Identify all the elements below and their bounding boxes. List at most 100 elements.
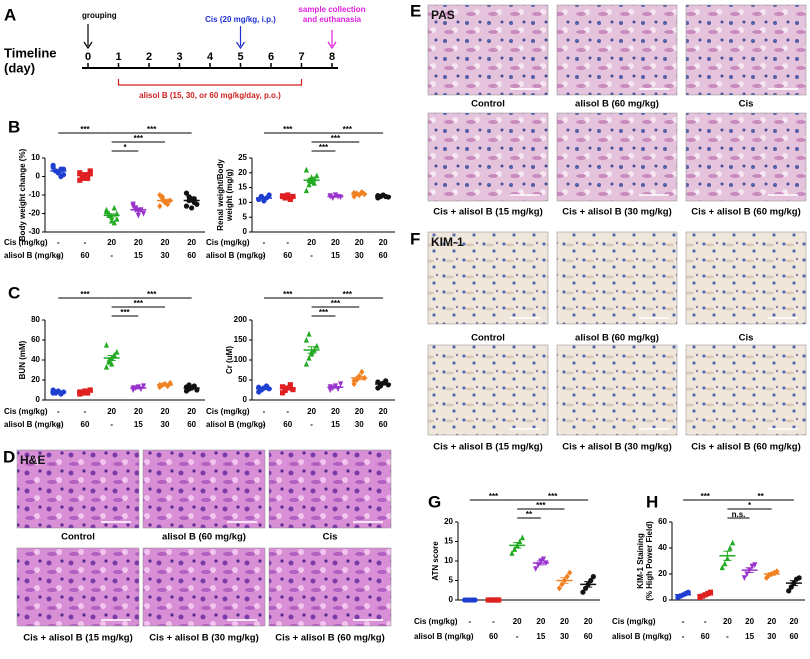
data-point — [58, 173, 64, 180]
group-label: - — [704, 617, 707, 626]
y-tick-label: 20 — [658, 569, 667, 578]
group-label: 15 — [134, 251, 143, 260]
row-label: alisol B (mg/kg) — [4, 420, 64, 429]
group-label: - — [310, 420, 313, 429]
panel-letter: E — [410, 1, 421, 20]
significance-label: *** — [701, 492, 711, 501]
row-label: Cis (mg/kg) — [612, 617, 656, 626]
group-label: 20 — [161, 407, 170, 416]
y-tick-label: 0 — [243, 395, 248, 404]
day-label: 4 — [207, 51, 214, 63]
y-tick-label: 40 — [658, 543, 667, 552]
group-label: - — [84, 238, 87, 247]
y-tick-label: 25 — [238, 153, 247, 162]
data-point — [290, 387, 296, 393]
data-point — [763, 574, 770, 581]
group-label: 15 — [134, 420, 143, 429]
significance-label: * — [123, 143, 127, 152]
significance-label: *** — [283, 290, 293, 299]
data-point — [327, 387, 333, 394]
y-tick-label: 10 — [31, 153, 40, 162]
image-caption: Cis — [739, 99, 754, 110]
significance-label: *** — [536, 501, 546, 510]
y-tick-label: 60 — [31, 335, 40, 344]
day-label: 0 — [85, 51, 91, 63]
image-caption: Cis + alisol B (30 mg/kg) — [562, 207, 672, 218]
micrograph — [685, 231, 807, 325]
group-label: 15 — [331, 420, 340, 429]
data-point — [140, 210, 147, 217]
group-label: 20 — [107, 238, 116, 247]
error-bar — [679, 593, 688, 597]
significance-label: *** — [548, 492, 558, 501]
data-point — [114, 348, 120, 355]
micrograph — [142, 449, 266, 529]
data-point — [351, 380, 357, 388]
micrograph — [556, 4, 678, 96]
group-label: 30 — [560, 632, 569, 641]
group-label: 60 — [187, 251, 196, 260]
image-caption: Control — [61, 532, 95, 543]
y-axis-label: weight (mg/g) — [225, 169, 234, 222]
error-bar — [283, 387, 292, 391]
day-label: 2 — [146, 51, 152, 63]
group-label: 20 — [355, 238, 364, 247]
y-tick-label: 50 — [238, 375, 247, 384]
y-tick-label: 0 — [243, 227, 248, 236]
significance-label: n.s. — [732, 510, 746, 519]
error-bar — [355, 193, 364, 196]
data-point — [730, 539, 736, 546]
y-tick-label: 0 — [36, 172, 41, 181]
data-point — [109, 360, 115, 367]
end-note: sample collection — [298, 5, 365, 14]
data-point — [332, 192, 339, 199]
data-point — [140, 383, 147, 390]
group-label: 60 — [489, 632, 498, 641]
y-tick-label: 200 — [234, 315, 248, 324]
data-point — [338, 381, 344, 388]
group-label: 30 — [767, 632, 776, 641]
timeline-title: Timeline — [4, 45, 57, 60]
group-label: - — [263, 238, 266, 247]
group-label: - — [468, 617, 471, 626]
significance-label: ** — [758, 492, 765, 501]
group-label: - — [492, 617, 495, 626]
error-bar — [307, 177, 316, 183]
y-tick-label: 40 — [31, 355, 40, 364]
significance-label: *** — [489, 492, 499, 501]
micrograph — [427, 231, 549, 325]
micrograph — [142, 547, 266, 627]
error-bar — [560, 577, 569, 584]
data-point — [311, 180, 317, 186]
significance-label: *** — [120, 308, 130, 317]
significance-label: *** — [319, 143, 329, 152]
error-bar — [331, 195, 340, 198]
y-tick-label: 20 — [31, 375, 40, 384]
data-point — [303, 360, 309, 367]
error-bar — [134, 386, 143, 390]
micrograph — [556, 112, 678, 202]
data-point — [719, 564, 725, 571]
data-point — [189, 205, 195, 211]
data-point — [130, 203, 136, 210]
data-point — [87, 170, 93, 176]
data-point — [303, 336, 309, 343]
panel-letter: D — [3, 447, 15, 466]
micrograph — [556, 231, 678, 325]
data-point — [77, 170, 83, 176]
data-point — [314, 342, 320, 349]
y-tick-label: 60 — [658, 517, 667, 526]
image-caption: alisol B (60 mg/kg) — [575, 99, 659, 110]
group-label: 60 — [187, 420, 196, 429]
error-bar — [536, 560, 545, 566]
group-label: 60 — [379, 420, 388, 429]
data-point — [727, 544, 733, 551]
micrograph — [427, 112, 549, 202]
row-label: alisol B (mg/kg) — [612, 632, 672, 641]
significance-label: *** — [331, 299, 341, 308]
data-point — [383, 378, 389, 384]
row-label: Cis (mg/kg) — [206, 407, 250, 416]
data-point — [87, 387, 93, 393]
panel-letter: B — [8, 117, 20, 136]
group-label: 20 — [307, 407, 316, 416]
